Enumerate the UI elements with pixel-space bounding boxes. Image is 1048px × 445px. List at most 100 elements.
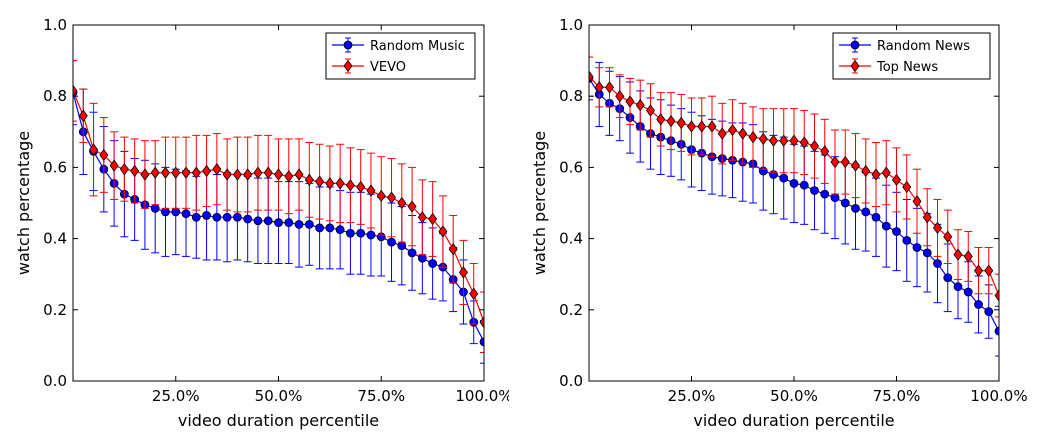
data-point — [881, 166, 891, 179]
data-point — [140, 168, 150, 181]
data-point — [191, 166, 201, 179]
data-point — [304, 219, 314, 229]
data-point — [943, 230, 953, 244]
data-point — [707, 120, 717, 133]
data-point — [666, 114, 676, 128]
data-point — [356, 180, 366, 194]
data-point — [202, 164, 212, 178]
data-point — [615, 90, 625, 103]
data-point — [407, 248, 417, 258]
data-point — [820, 145, 830, 158]
y-tick-label: 0.0 — [43, 372, 67, 390]
data-point — [160, 166, 170, 179]
legend-marker — [850, 59, 860, 73]
data-point — [171, 207, 181, 217]
data-point — [840, 155, 850, 169]
y-axis-label: watch percentage — [530, 131, 549, 275]
series-0 — [584, 56, 1004, 357]
data-point — [232, 168, 242, 181]
y-tick-label: 0.2 — [559, 301, 583, 319]
x-tick-label: 75.0% — [357, 387, 405, 405]
data-point — [325, 177, 335, 190]
data-point — [861, 164, 871, 178]
data-point — [397, 241, 407, 251]
data-point — [263, 216, 273, 226]
data-point — [274, 218, 283, 227]
y-tick-label: 0.0 — [559, 372, 583, 390]
data-point — [263, 166, 273, 179]
data-point — [438, 225, 448, 238]
data-point — [963, 287, 973, 297]
data-point — [625, 95, 635, 108]
y-tick-label: 0.8 — [43, 87, 67, 105]
x-tick-label: 50.0% — [770, 387, 818, 405]
y-tick-label: 1.0 — [559, 16, 583, 34]
data-point — [448, 243, 458, 256]
y-tick-label: 0.6 — [559, 158, 583, 176]
legend-item: Top News — [839, 58, 938, 75]
legend-box — [325, 32, 476, 80]
data-point — [963, 250, 973, 263]
data-point — [232, 212, 242, 222]
y-tick-label: 0.4 — [559, 230, 583, 248]
data-point — [902, 180, 912, 194]
data-point — [253, 166, 263, 179]
data-point — [738, 127, 748, 140]
data-point — [933, 221, 942, 235]
data-point — [820, 189, 830, 199]
data-point — [274, 168, 283, 181]
chart-left: 0.0 0.2 0.4 0.6 0.8 1.0 25.0% 50.0% 75.0% 100.0% v… — [14, 16, 513, 430]
data-point — [646, 104, 655, 117]
data-point — [212, 162, 222, 176]
data-point — [345, 179, 355, 192]
legend-label: Random Music — [370, 39, 465, 54]
data-point — [748, 130, 758, 144]
legend-marker — [343, 59, 353, 73]
y-tick-label: 0.4 — [43, 230, 67, 248]
x-tick-label: 25.0% — [668, 387, 716, 405]
data-point — [922, 211, 932, 224]
data-point — [335, 177, 345, 190]
data-point — [953, 282, 963, 292]
x-axis-label: video duration percentile — [693, 411, 894, 430]
data-point — [346, 228, 355, 238]
data-point — [428, 212, 438, 226]
series-1 — [584, 56, 1004, 318]
data-point — [304, 173, 314, 187]
data-point — [902, 235, 912, 245]
data-point — [789, 134, 799, 147]
legend-box — [832, 32, 991, 80]
x-tick-label: 25.0% — [152, 387, 200, 405]
data-point — [943, 273, 953, 283]
data-point — [974, 300, 983, 309]
data-point — [171, 166, 181, 179]
data-point — [119, 162, 129, 176]
data-point — [191, 212, 201, 222]
legend-label: VEVO — [370, 60, 406, 75]
data-point — [202, 211, 211, 220]
data-point — [799, 180, 809, 190]
data-point — [861, 207, 871, 217]
data-point — [984, 307, 994, 316]
legend: Random Music VEVO — [325, 32, 476, 80]
data-point — [912, 243, 922, 252]
x-tick-label: 50.0% — [255, 387, 303, 405]
data-point — [789, 179, 799, 188]
data-point — [594, 81, 604, 94]
data-point — [697, 120, 707, 133]
series-0 — [68, 60, 489, 364]
data-point — [315, 223, 325, 233]
data-point — [397, 196, 407, 210]
data-point — [294, 168, 304, 181]
outer-mask-left — [509, 0, 589, 445]
data-point — [130, 164, 140, 178]
series-1 — [68, 60, 489, 354]
data-point — [181, 166, 191, 179]
data-point — [428, 259, 438, 268]
y-tick-label: 0.8 — [559, 87, 583, 105]
data-point — [356, 228, 366, 238]
data-point — [779, 134, 789, 147]
data-point — [161, 207, 170, 217]
data-point — [871, 212, 881, 222]
chart-right: 0.0 0.2 0.4 0.6 0.8 1.0 25.0% 50.0% 75.0% 100.0% v… — [509, 0, 1039, 445]
